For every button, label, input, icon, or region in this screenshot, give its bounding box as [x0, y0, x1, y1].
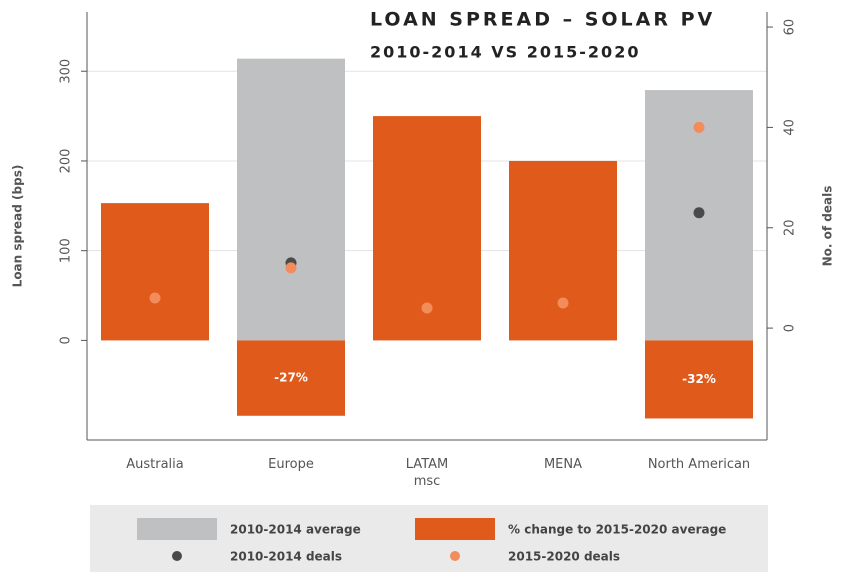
y-tick-label: 200	[59, 149, 74, 174]
y2-tick-label: 0	[783, 324, 798, 332]
legend-swatch	[415, 518, 495, 540]
deal-dot	[693, 121, 705, 133]
legend-swatch	[450, 551, 460, 561]
bar	[509, 160, 617, 341]
x-tick-label: MENA	[543, 457, 583, 472]
legend-label: 2010-2014 deals	[230, 550, 342, 564]
y2-tick-label: 60	[783, 19, 798, 36]
chart-subtitle: 2010-2014 VS 2015-2020	[370, 43, 640, 62]
y-tick-label: 100	[59, 238, 74, 263]
x-tick-label: Europe	[268, 457, 314, 472]
y-tick-label: 0	[59, 336, 74, 344]
legend-label: % change to 2015-2020 average	[508, 523, 726, 537]
y-tick-label: 300	[59, 59, 74, 84]
deal-dot	[149, 292, 161, 304]
legend-label: 2015-2020 deals	[508, 550, 620, 564]
bar	[645, 340, 753, 419]
deal-dot	[557, 297, 569, 309]
bar	[237, 340, 345, 416]
bar	[101, 203, 209, 341]
x-tick-label: LATAM msc	[405, 457, 449, 489]
chart-title: LOAN SPREAD – SOLAR PV	[370, 9, 715, 31]
bar	[237, 58, 345, 341]
bar-annotation: -32%	[682, 372, 716, 386]
deal-dot	[285, 262, 297, 274]
x-tick-label: Australia	[126, 457, 184, 472]
y2-axis-label: No. of deals	[821, 186, 835, 267]
y2-tick-label: 20	[783, 219, 798, 236]
legend-label: 2010-2014 average	[230, 523, 361, 537]
plot: -27% -32%	[101, 58, 753, 419]
bar-annotation: -27%	[274, 371, 308, 385]
legend-swatch	[172, 551, 182, 561]
y2-tick-label: 40	[783, 119, 798, 136]
legend-swatch	[137, 518, 217, 540]
deal-dot	[421, 302, 433, 314]
deal-dot	[693, 207, 705, 219]
x-tick-label: North American	[647, 457, 751, 472]
y-axis-label: Loan spread (bps)	[11, 165, 25, 288]
